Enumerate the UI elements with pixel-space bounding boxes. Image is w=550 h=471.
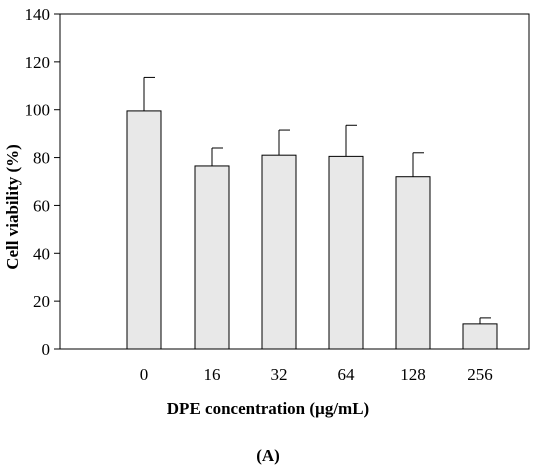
bar [194, 165, 230, 350]
bar [395, 176, 431, 350]
y-axis: 0 20 40 60 80 100 120 140 [25, 5, 60, 359]
x-tick-label: 256 [467, 365, 493, 384]
bars-group [126, 76, 498, 350]
bar [328, 155, 364, 350]
y-tick-label: 120 [25, 53, 51, 72]
panel-label: (A) [256, 446, 280, 465]
y-tick-label: 60 [33, 196, 50, 215]
y-tick-label: 40 [33, 244, 50, 263]
bar [261, 154, 297, 350]
x-tick-label: 128 [400, 365, 426, 384]
y-axis-title: Cell viability (%) [3, 144, 22, 270]
y-tick-label: 20 [33, 292, 50, 311]
y-tick-label: 140 [25, 5, 51, 24]
bar [462, 323, 498, 350]
bar [126, 110, 162, 350]
x-axis-title: DPE concentration (µg/mL) [167, 399, 369, 418]
x-tick-label: 0 [140, 365, 149, 384]
x-tick-label: 32 [271, 365, 288, 384]
x-tick-label: 16 [204, 365, 221, 384]
x-tick-label: 64 [338, 365, 356, 384]
y-tick-label: 100 [25, 101, 51, 120]
x-axis: 0 16 32 64 128 256 [140, 365, 493, 384]
y-tick-label: 0 [42, 340, 51, 359]
y-tick-label: 80 [33, 149, 50, 168]
